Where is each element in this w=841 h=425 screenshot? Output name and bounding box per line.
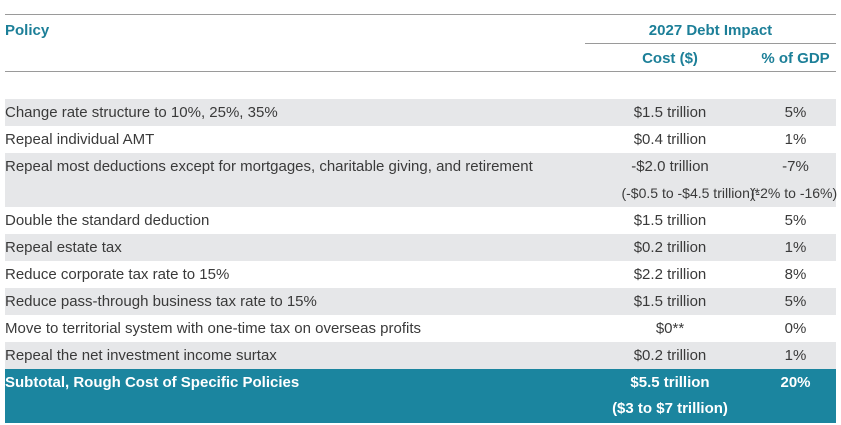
row-cost: $1.5 trillion (633, 104, 707, 121)
header-cost: Cost ($) (642, 50, 698, 67)
table-row-range: (-$0.5 to -$4.5 trillion)* (-2% to -16%) (5, 180, 838, 207)
row-gdp: 1% (784, 347, 807, 364)
row-gdp: 0% (784, 320, 807, 337)
header-policy: Policy (5, 22, 50, 39)
row-cost: $0.2 trillion (633, 347, 707, 364)
subtotal-range: ($3 to $7 trillion) (612, 400, 728, 417)
row-gdp: 5% (784, 212, 807, 229)
row-gdp: 1% (784, 131, 807, 148)
row-cost: $0.2 trillion (633, 239, 707, 256)
row-cost: -$2.0 trillion (631, 158, 709, 175)
table-row: Repeal individual AMT $0.4 trillion 1% (5, 126, 836, 153)
table-row: Repeal the net investment income surtax … (5, 342, 836, 369)
row-policy: Repeal individual AMT (5, 131, 155, 148)
row-cost: $0.4 trillion (633, 131, 707, 148)
header-rule (5, 71, 836, 72)
top-rule (5, 14, 836, 15)
header-gdp: % of GDP (761, 50, 830, 67)
group-rule (585, 43, 836, 44)
table-row: Change rate structure to 10%, 25%, 35% $… (5, 99, 836, 126)
table-row: Repeal estate tax $0.2 trillion 1% (5, 234, 836, 261)
table-row: Reduce corporate tax rate to 15% $2.2 tr… (5, 261, 836, 288)
table-row: Reduce pass-through business tax rate to… (5, 288, 836, 315)
subtotal-row: Subtotal, Rough Cost of Specific Policie… (5, 369, 836, 423)
row-cost: $2.2 trillion (633, 266, 707, 283)
header-debt-impact: 2027 Debt Impact (648, 22, 773, 39)
row-policy: Change rate structure to 10%, 25%, 35% (5, 104, 278, 121)
table-row: Move to territorial system with one-time… (5, 315, 836, 342)
row-policy: Repeal most deductions except for mortga… (5, 158, 533, 175)
table-row: Repeal most deductions except for mortga… (5, 153, 836, 180)
row-policy: Reduce corporate tax rate to 15% (5, 266, 230, 283)
row-gdp: 1% (784, 239, 807, 256)
row-cost-range: (-$0.5 to -$4.5 trillion)* (621, 185, 760, 201)
subtotal-cost: $5.5 trillion (630, 374, 710, 391)
row-cost: $0** (655, 320, 685, 337)
row-gdp: 5% (784, 104, 807, 121)
row-policy: Double the standard deduction (5, 212, 210, 229)
row-cost: $1.5 trillion (633, 293, 707, 310)
table-row: Double the standard deduction $1.5 trill… (5, 207, 836, 234)
row-policy: Reduce pass-through business tax rate to… (5, 293, 317, 310)
table-body: Change rate structure to 10%, 25%, 35% $… (5, 99, 838, 369)
row-policy: Repeal estate tax (5, 239, 122, 256)
row-cost: $1.5 trillion (633, 212, 707, 229)
subtotal-label: Subtotal, Rough Cost of Specific Policie… (5, 374, 300, 391)
subtotal-gdp: 20% (780, 374, 811, 391)
row-gdp: 5% (784, 293, 807, 310)
row-gdp: -7% (782, 158, 809, 175)
row-policy: Repeal the net investment income surtax (5, 347, 277, 364)
row-gdp: 8% (784, 266, 807, 283)
row-gdp-range: (-2% to -16%) (750, 185, 838, 201)
row-policy: Move to territorial system with one-time… (5, 320, 421, 337)
